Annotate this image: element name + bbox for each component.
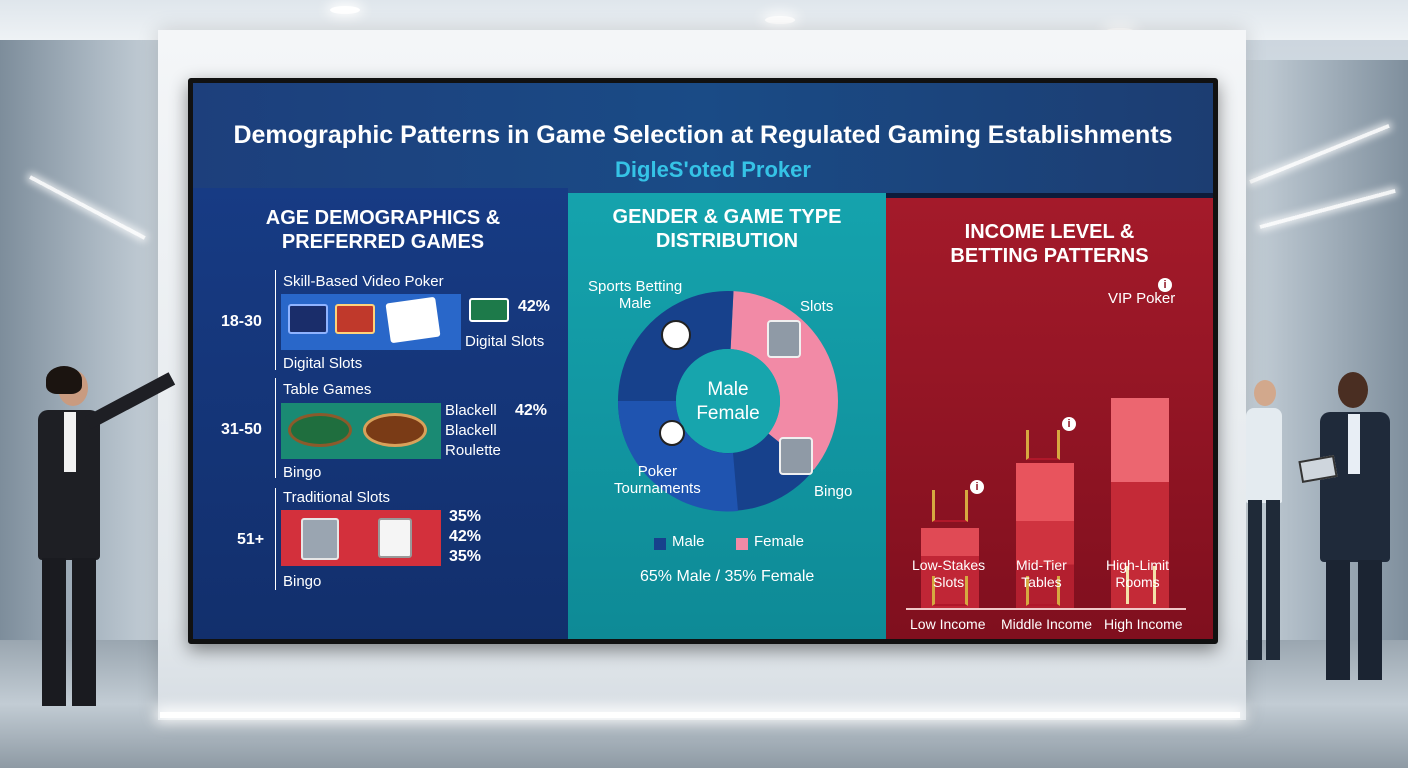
- legend-label-male: Male: [672, 533, 705, 550]
- group-top-label: Traditional Slots: [283, 489, 390, 506]
- screen-header: Demographic Patterns in Game Selection a…: [193, 83, 1213, 193]
- income-panel-title: INCOME LEVEL & BETTING PATTERNS: [950, 221, 1149, 267]
- legend-label-female: Female: [754, 533, 805, 550]
- pie-center-label: Female: [696, 403, 759, 424]
- info-icon: i: [1158, 278, 1172, 292]
- income-label-middle: Middle Income: [1001, 616, 1093, 632]
- group-percent: 42%: [449, 528, 482, 545]
- woman-with-tablet: [1242, 380, 1286, 670]
- man-with-tablet: [1298, 372, 1396, 692]
- gender-summary: 65% Male / 35% Female: [640, 568, 815, 585]
- ceiling-light: [330, 6, 360, 14]
- slot-machine-icon: [779, 437, 813, 475]
- laptop-icon: [288, 304, 328, 334]
- display-screen: Demographic Patterns in Game Selection a…: [188, 78, 1218, 644]
- gender-panel-title: GENDER & GAME TYPE DISTRIBUTION: [612, 206, 842, 252]
- gender-panel: GENDER & GAME TYPE DISTRIBUTION Male Fema…: [568, 193, 886, 639]
- age-panel-title: AGE DEMOGRAPHICS & PREFERRED GAMES: [265, 207, 501, 253]
- slice-label-bingo: Bingo: [814, 483, 853, 500]
- roulette-wheel-icon: [363, 413, 427, 447]
- income-game-low: Low-Stakes Slots: [912, 557, 986, 590]
- slot-machine-icon: [301, 518, 339, 560]
- laptop-icon: [335, 304, 375, 334]
- bingo-card-icon: [378, 518, 412, 558]
- income-bar-high: [1111, 398, 1169, 608]
- pie-center: [676, 349, 780, 453]
- group-percent: 42%: [515, 402, 548, 419]
- stanchion-rope-icon: [932, 490, 968, 522]
- stanchion-rope-icon: [932, 576, 968, 606]
- group-bracket: [275, 270, 276, 370]
- stanchion-rope-icon: [1026, 430, 1060, 460]
- ceiling-light: [765, 16, 795, 24]
- income-label-high: High Income: [1104, 616, 1183, 632]
- group-top-label: Skill-Based Video Poker: [283, 273, 444, 290]
- income-game-middle: Mid-Tier Tables: [1016, 557, 1067, 590]
- age-label: 18-30: [221, 313, 262, 330]
- income-bar-middle: [1016, 463, 1074, 608]
- presenter-woman: [28, 366, 176, 730]
- pie-subslice-poker: [617, 401, 738, 512]
- group-side-label: Digital Slots: [465, 333, 545, 350]
- group-percent: 35%: [449, 508, 482, 525]
- group-percent: 35%: [449, 548, 482, 565]
- page-title: Demographic Patterns in Game Selection a…: [233, 121, 1173, 149]
- soccer-ball-icon: [661, 320, 691, 350]
- age-label: 31-50: [221, 421, 262, 438]
- info-icon: i: [1062, 417, 1076, 431]
- age-panel: AGE DEMOGRAPHICS & PREFERRED GAMES 18-30…: [193, 188, 568, 639]
- age-label: 51+: [237, 531, 265, 548]
- group-bracket: [275, 378, 276, 478]
- pie-slice-female: [730, 291, 838, 471]
- group-top-label: Table Games: [283, 381, 372, 398]
- pie-center-label: Male: [707, 379, 748, 400]
- playing-cards-icon: [385, 296, 441, 344]
- income-bar-low: [921, 528, 979, 608]
- legend-swatch-male: [654, 538, 666, 550]
- gender-pie-chart: Male Female: [617, 291, 838, 512]
- page-subtitle: DigleS'oted Proker: [615, 157, 811, 182]
- income-panel: INCOME LEVEL & BETTING PATTERNS i VIP Po…: [886, 198, 1213, 639]
- legend-swatch-female: [736, 538, 748, 550]
- vip-poker-label: VIP Poker: [1108, 290, 1176, 307]
- slot-machine-icon: [767, 320, 801, 358]
- group-side-line: Blackell: [445, 422, 497, 439]
- info-icon: i: [970, 480, 984, 494]
- group-bracket: [275, 488, 276, 590]
- slot-sign-icon: [469, 298, 509, 322]
- group-side-line: Blackell: [445, 402, 497, 419]
- stanchion-rope-icon: [1026, 576, 1060, 606]
- slice-label-sports: Sports Betting Male: [588, 278, 683, 312]
- income-game-high: High-Limit Rooms: [1106, 557, 1170, 590]
- poker-table-icon: [288, 413, 352, 447]
- champagne-glasses-icon: [1126, 566, 1156, 604]
- group-percent: 42%: [518, 298, 551, 315]
- group-bottom-label: Digital Slots: [283, 355, 363, 372]
- group-bottom-label: Bingo: [283, 464, 322, 481]
- income-label-low: Low Income: [910, 616, 986, 632]
- soccer-ball-icon: [659, 420, 685, 446]
- group-bottom-label: Bingo: [283, 573, 322, 590]
- wall-glow: [160, 712, 1240, 718]
- group-side-line: Roulette: [445, 442, 501, 459]
- slice-label-poker: Poker Tournaments: [614, 463, 701, 497]
- slice-label-slots: Slots: [800, 298, 834, 315]
- baseline: [906, 608, 1186, 610]
